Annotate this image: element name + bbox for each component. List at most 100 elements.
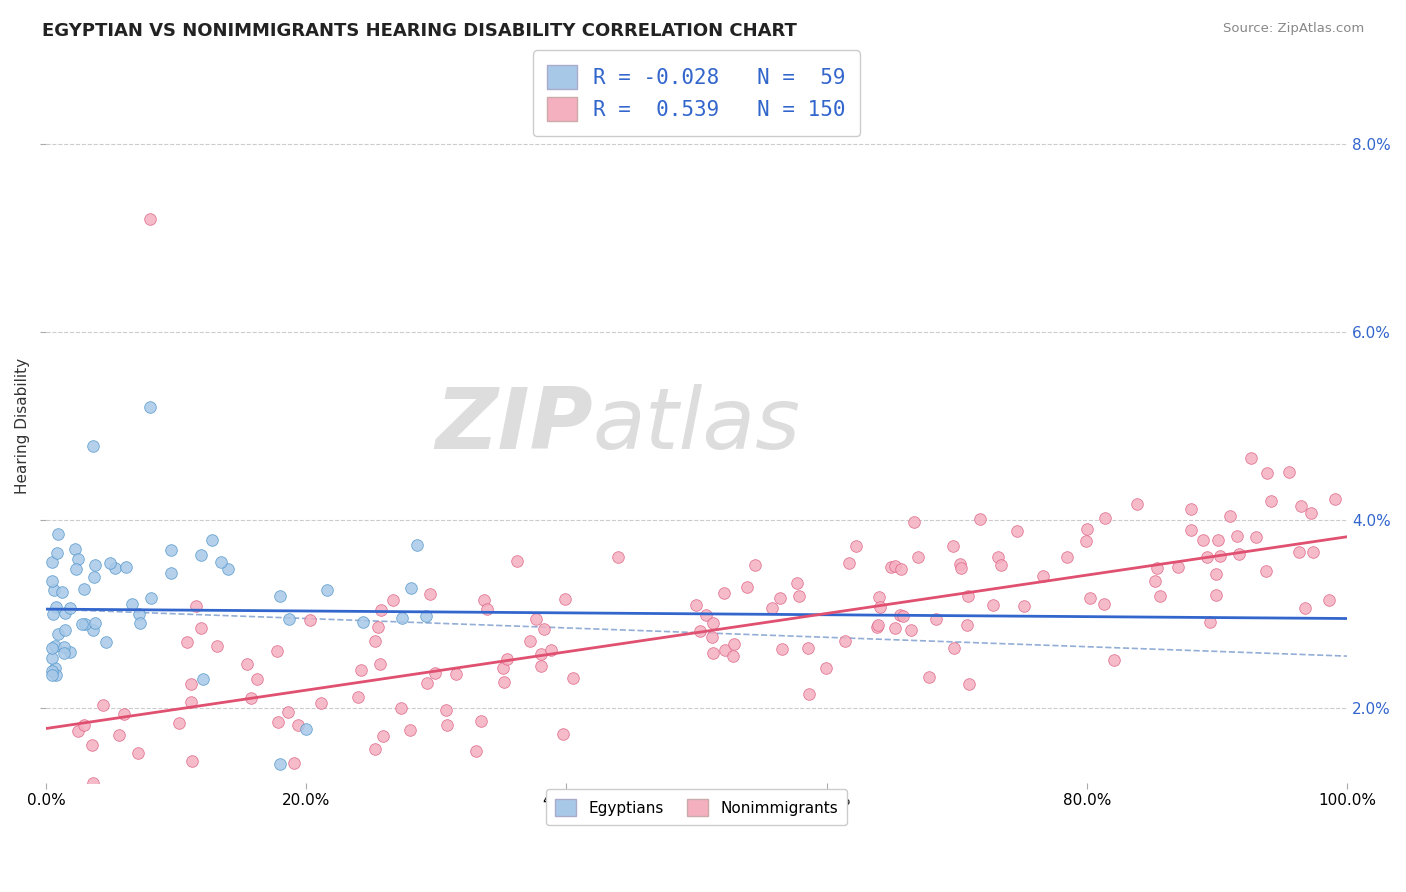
Point [82, 439, 104, 453]
Point [41, 574, 63, 588]
Point [1056, 550, 1078, 565]
Point [266, 644, 288, 658]
Point [436, 718, 458, 732]
Point [436, 703, 458, 717]
Point [866, 620, 889, 634]
Point [191, 672, 214, 686]
Point [838, 556, 860, 570]
Point [139, 591, 162, 606]
Point [695, 607, 717, 622]
Point [45, 668, 67, 682]
Point [298, 613, 321, 627]
Point [65, 562, 87, 576]
Point [868, 590, 890, 604]
Point [689, 624, 711, 638]
Point [956, 618, 979, 632]
Point [180, 677, 202, 691]
Point [949, 561, 972, 575]
Point [350, 663, 373, 677]
Point [554, 592, 576, 607]
Point [1126, 497, 1149, 511]
Point [737, 580, 759, 594]
Point [41, 664, 63, 678]
Point [269, 757, 291, 772]
Point [45, 600, 67, 615]
Point [1074, 534, 1097, 549]
Point [184, 599, 207, 613]
Point [744, 558, 766, 572]
Point [562, 671, 585, 685]
Point [713, 586, 735, 600]
Point [399, 723, 422, 737]
Point [883, 621, 905, 635]
Point [925, 612, 948, 626]
Point [389, 701, 412, 715]
Point [969, 511, 991, 525]
Point [1294, 601, 1316, 615]
Point [796, 641, 818, 656]
Point [1244, 529, 1267, 543]
Point [315, 582, 337, 597]
Point [73, 717, 96, 731]
Point [180, 695, 202, 709]
Text: Source: ZipAtlas.com: Source: ZipAtlas.com [1223, 22, 1364, 36]
Point [1005, 524, 1028, 538]
Text: ZIP: ZIP [434, 384, 592, 467]
Point [287, 718, 309, 732]
Point [1032, 568, 1054, 582]
Point [66, 551, 89, 566]
Point [1180, 524, 1202, 538]
Point [46, 527, 69, 541]
Point [1206, 533, 1229, 547]
Point [352, 615, 374, 629]
Point [845, 539, 868, 553]
Point [685, 599, 707, 613]
Point [475, 602, 498, 616]
Point [540, 643, 562, 657]
Point [869, 600, 891, 615]
Point [1195, 549, 1218, 564]
Point [98, 556, 121, 570]
Legend: Egyptians, Nonimmigrants: Egyptians, Nonimmigrants [546, 789, 848, 825]
Point [1076, 522, 1098, 536]
Point [551, 727, 574, 741]
Point [1198, 615, 1220, 629]
Point [425, 666, 447, 681]
Point [1102, 653, 1125, 667]
Point [205, 639, 228, 653]
Point [890, 562, 912, 576]
Point [190, 621, 212, 635]
Point [44, 661, 66, 675]
Point [472, 593, 495, 607]
Point [108, 729, 131, 743]
Point [889, 608, 911, 623]
Point [42, 583, 65, 598]
Point [128, 615, 150, 630]
Point [41, 640, 63, 655]
Point [761, 601, 783, 615]
Point [1288, 545, 1310, 559]
Point [1317, 593, 1340, 607]
Point [52, 646, 75, 660]
Point [918, 670, 941, 684]
Point [900, 623, 922, 637]
Point [496, 652, 519, 666]
Point [494, 675, 516, 690]
Point [470, 714, 492, 728]
Point [1167, 560, 1189, 574]
Point [1289, 499, 1312, 513]
Point [465, 744, 488, 758]
Point [524, 612, 547, 626]
Point [373, 729, 395, 743]
Point [370, 603, 392, 617]
Point [127, 746, 149, 760]
Point [82, 623, 104, 637]
Point [1094, 511, 1116, 525]
Point [52, 640, 75, 654]
Point [236, 657, 259, 672]
Point [399, 581, 422, 595]
Point [1192, 533, 1215, 548]
Point [48, 626, 70, 640]
Point [217, 562, 239, 576]
Point [269, 589, 291, 603]
